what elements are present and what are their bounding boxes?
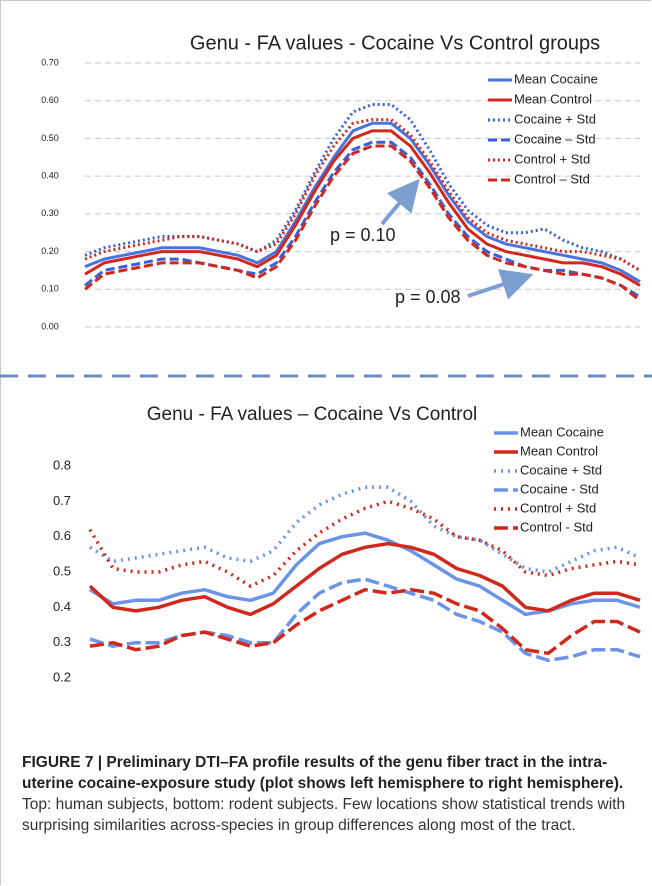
legend-label: Cocaine – Std (514, 131, 596, 146)
series-line (84, 103, 641, 272)
annotation: p = 0.08 (395, 287, 461, 307)
y-tick-label: 0.3 (53, 634, 71, 649)
series-line (89, 587, 641, 656)
legend-label: Control + Std (520, 500, 596, 515)
series-line (89, 577, 641, 663)
series-line (84, 144, 641, 302)
legend-label: Cocaine + Std (514, 111, 596, 126)
legend-label: Mean Cocaine (520, 424, 604, 439)
y-tick-label: 0.60 (41, 95, 59, 105)
annotation-arrow (380, 178, 420, 226)
y-tick-label: 0.70 (41, 57, 59, 67)
legend-label: Mean Control (514, 91, 592, 106)
annotation: p = 0.10 (330, 225, 396, 245)
chart-title: Genu - FA values – Cocaine Vs Control (147, 404, 478, 425)
legend-label: Control + Std (514, 151, 590, 166)
series-line (84, 121, 641, 283)
caption: FIGURE 7 | Preliminary DTI–FA profile re… (22, 752, 632, 836)
charts: Genu - FA values - Cocaine Vs Control gr… (0, 32, 652, 684)
y-tick-label: 0.6 (53, 528, 71, 543)
y-tick-label: 0.10 (41, 284, 59, 294)
y-tick-label: 0.4 (53, 599, 71, 614)
caption-text: Top: human subjects, bottom: rodent subj… (22, 796, 626, 834)
legend-label: Mean Cocaine (514, 71, 598, 86)
y-tick-label: 0.2 (53, 669, 71, 684)
series-line (88, 499, 641, 588)
y-tick-label: 0.7 (53, 493, 71, 508)
series-line (88, 541, 641, 617)
legend-label: Cocaine - Std (520, 481, 599, 496)
y-tick-label: 0.00 (41, 321, 59, 331)
legend-label: Control - Std (520, 519, 593, 534)
chart-title: Genu - FA values - Cocaine Vs Control gr… (190, 32, 600, 54)
legend-label: Mean Control (520, 443, 598, 458)
y-tick-label: 0.20 (41, 246, 59, 256)
y-tick-label: 0.30 (41, 208, 59, 218)
y-tick-label: 0.5 (53, 563, 71, 578)
series-line (84, 129, 641, 287)
annotation-arrow (467, 269, 534, 300)
y-tick-label: 0.40 (41, 171, 59, 181)
y-tick-label: 0.8 (53, 457, 71, 472)
legend-label: Cocaine + Std (520, 462, 602, 477)
caption-bold: FIGURE 7 | Preliminary DTI–FA profile re… (22, 754, 624, 792)
series-line (84, 118, 641, 272)
y-tick-label: 0.50 (41, 133, 59, 143)
legend-label: Control – Std (514, 171, 590, 186)
